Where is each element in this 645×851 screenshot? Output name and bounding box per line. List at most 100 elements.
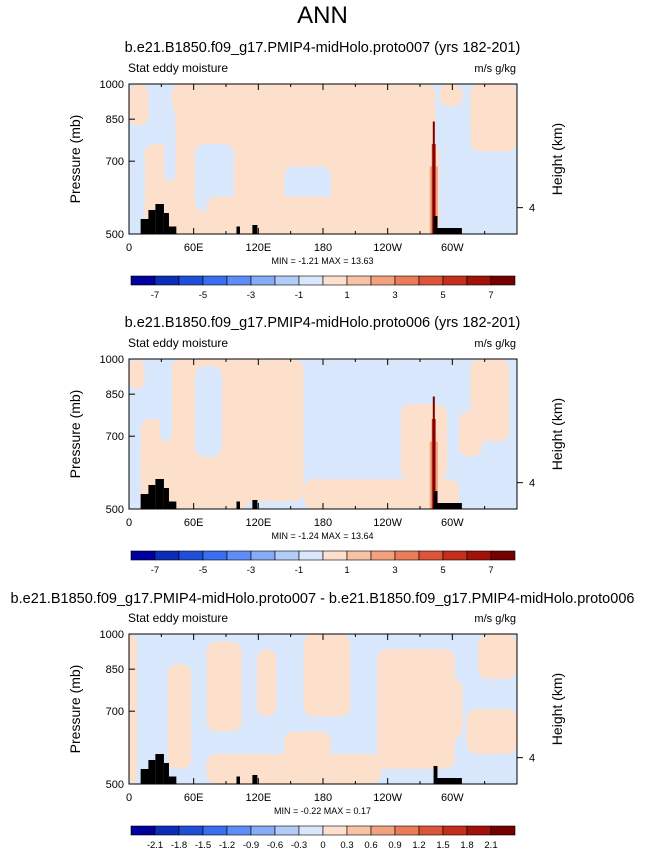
field-shading: [129, 359, 517, 509]
x-tick-label: 0: [126, 792, 132, 804]
x-tick-label: 60E: [184, 517, 204, 529]
topography: [155, 479, 164, 509]
colorbar-swatch: [298, 275, 324, 286]
colorbar-swatch: [394, 550, 420, 561]
colorbar-label: 7: [488, 565, 493, 576]
x-tick-label: 0: [126, 517, 132, 529]
topography: [140, 494, 150, 509]
x-tick-label: 120E: [245, 792, 271, 804]
colorbar-label: 3: [392, 565, 397, 576]
field-contour-region: [257, 649, 277, 717]
colorbar-swatch: [202, 275, 228, 286]
field-contour-region: [206, 754, 382, 784]
chart-subtitle-left: Stat eddy moisture: [128, 61, 228, 75]
colorbar-swatch: [226, 275, 252, 286]
topography: [252, 775, 258, 784]
x-tick-label: 120E: [245, 517, 271, 529]
y-tick-label: 850: [106, 114, 124, 126]
field-contour-region: [485, 479, 517, 509]
colorbar-swatch: [322, 275, 348, 286]
field-contour-region: [485, 196, 517, 234]
y-tick-label: 500: [106, 779, 124, 791]
field-contour-region: [400, 144, 440, 204]
field-contour-region: [458, 411, 483, 457]
field-contour-region: [129, 359, 145, 389]
colorbar-swatch: [490, 825, 516, 836]
topography: [252, 225, 258, 234]
x-tick-label: 60W: [441, 242, 464, 254]
colorbar-swatch: [442, 825, 468, 836]
topography: [163, 213, 169, 234]
y-tick-label: 1000: [100, 354, 124, 366]
field-contour-region: [377, 649, 455, 769]
topography: [168, 776, 177, 784]
colorbar: -7 -5 -3 -1 1 3 5 7: [130, 550, 516, 576]
field-contour-region: [160, 374, 172, 442]
colorbar-swatch: [322, 550, 348, 561]
colorbar-label: 0.9: [388, 840, 401, 851]
topography: [168, 226, 177, 234]
x-tick-label: 180: [314, 517, 332, 529]
field-contour-region: [303, 634, 351, 717]
field-contour-region: [163, 106, 176, 182]
colorbar-label: 2.1: [484, 840, 497, 851]
topography: [140, 219, 150, 234]
colorbar-swatch: [370, 825, 396, 836]
colorbar: -2.1 -1.8 -1.5 -1.2 -0.9 -0.6 -0.3 0 0.3 0.6 0.9 1.…: [130, 825, 516, 851]
chart-subtitle-right: m/s g/kg: [474, 63, 516, 75]
colorbar-swatch: [226, 825, 252, 836]
field-contour-region: [206, 641, 242, 732]
right-axis-title: Height (km): [549, 398, 565, 470]
colorbar-swatch: [178, 825, 204, 836]
y-axis-title: Pressure (mb): [67, 115, 83, 204]
colorbar-swatch: [346, 275, 372, 286]
field-contour-region: [303, 479, 459, 509]
topography: [252, 500, 258, 509]
field-contour-region: [478, 634, 517, 679]
x-tick-label: 120W: [373, 242, 402, 254]
topography: [148, 760, 156, 784]
field-contour-region: [206, 196, 440, 234]
colorbar-label: 1.5: [436, 840, 449, 851]
colorbar-swatch: [394, 825, 420, 836]
y-tick-label: 1000: [100, 629, 124, 641]
x-tick-label: 60E: [184, 792, 204, 804]
colorbar-label: 5: [440, 565, 445, 576]
page-title: ANN: [297, 2, 348, 29]
min-max-label: MIN = -1.24 MAX = 13.64: [271, 531, 373, 541]
colorbar-swatch: [490, 275, 516, 286]
field-contour-region: [194, 366, 223, 457]
colorbar-swatch: [394, 275, 420, 286]
y-tick-label: 700: [106, 156, 124, 168]
y-tick-label: 700: [106, 706, 124, 718]
field-contour-region: [466, 709, 517, 754]
topography: [155, 204, 164, 234]
topography: [434, 228, 462, 234]
colorbar-label: -5: [199, 290, 207, 301]
colorbar-label: 7: [488, 290, 493, 301]
field-contour-region: [284, 166, 331, 204]
colorbar-swatch: [370, 550, 396, 561]
chart-panel-3: b.e21.B1850.f09_g17.PMIP4-midHolo.proto0…: [11, 591, 635, 851]
colorbar-label: 3: [392, 290, 397, 301]
colorbar-swatch: [178, 275, 204, 286]
colorbar-swatch: [322, 825, 348, 836]
min-max-label: MIN = -0.22 MAX = 0.17: [274, 806, 371, 816]
topography: [433, 766, 438, 784]
x-tick-label: 120W: [373, 517, 402, 529]
colorbar-label: -1: [295, 565, 303, 576]
colorbar-label: -1.2: [219, 840, 235, 851]
field-contour-region: [470, 84, 517, 152]
right-tick-label: 4: [529, 753, 535, 765]
field-contour-region: [129, 84, 149, 126]
topography: [236, 226, 240, 234]
topography: [433, 491, 438, 509]
colorbar-label: -7: [151, 565, 159, 576]
topography: [140, 769, 150, 784]
y-tick-label: 500: [106, 229, 124, 241]
chart-subtitle-right: m/s g/kg: [474, 613, 516, 625]
field-contour-region: [439, 84, 463, 107]
chart-subtitle-left: Stat eddy moisture: [128, 336, 228, 350]
colorbar-label: 1: [344, 290, 349, 301]
colorbar-swatch: [490, 550, 516, 561]
